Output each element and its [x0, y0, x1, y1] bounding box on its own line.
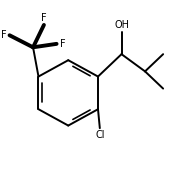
Text: OH: OH: [114, 20, 129, 30]
Text: F: F: [1, 30, 6, 40]
Text: Cl: Cl: [95, 130, 105, 139]
Text: F: F: [60, 39, 66, 49]
Text: F: F: [41, 13, 47, 23]
